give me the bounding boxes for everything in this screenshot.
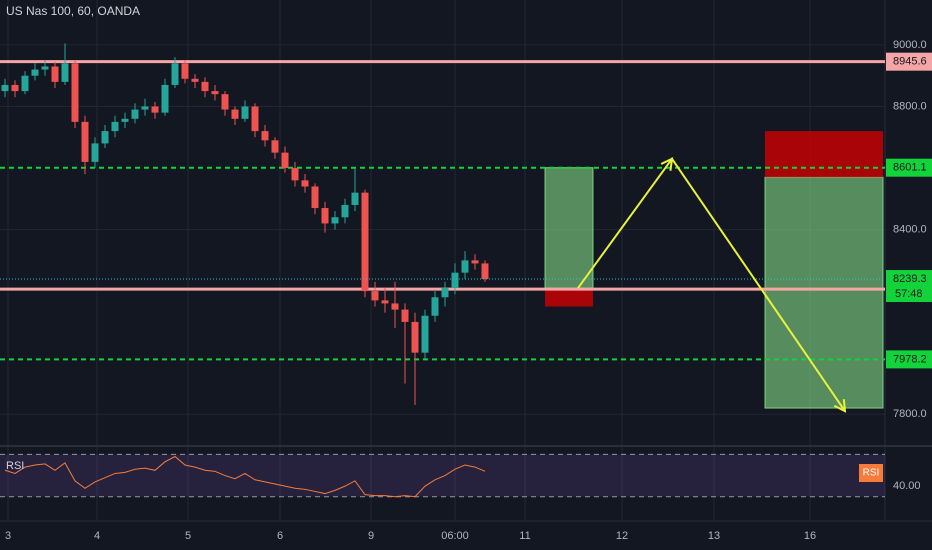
candle-body (221, 94, 229, 110)
candle-body (91, 143, 99, 162)
candle-body (241, 106, 249, 119)
candle-body (471, 260, 479, 264)
candle-body (71, 63, 79, 122)
candle-body (31, 69, 39, 76)
price-label: 8601.1 (893, 162, 927, 174)
stop-zone (545, 288, 593, 307)
last-price-label: 8239.3 (893, 273, 927, 285)
stop-zone (765, 131, 883, 178)
candle-body (441, 288, 449, 298)
x-tick-label: 11 (519, 530, 530, 542)
candle-body (11, 84, 19, 92)
candle-body (411, 321, 419, 353)
countdown: 57:48 (895, 288, 923, 300)
candle-body (451, 272, 459, 289)
price-label: 8945.6 (893, 56, 927, 68)
rsi-badge-bg (859, 464, 883, 482)
candle-body (361, 192, 369, 292)
candle-body (61, 63, 69, 82)
candle-body (231, 109, 239, 119)
candle-body (171, 63, 179, 85)
candle-body (421, 315, 429, 353)
candle-body (271, 140, 279, 153)
candle-body (1, 84, 9, 92)
x-tick-label: 3 (5, 530, 11, 542)
y-tick-label: 7800.0 (893, 408, 927, 420)
x-tick-label: 16 (804, 530, 816, 542)
candle-body (51, 66, 59, 82)
price-label-bg (886, 350, 932, 369)
candle-body (141, 106, 149, 110)
candle-body (481, 263, 489, 280)
x-tick-label: 12 (616, 530, 628, 542)
candle-body (111, 121, 119, 132)
arrow-head (833, 399, 847, 413)
candle-body (321, 208, 329, 224)
candle-body (281, 152, 289, 169)
x-tick-label: 6 (277, 530, 283, 542)
candle-body (151, 106, 159, 113)
rsi-title: RSI (6, 460, 24, 472)
candle-body (191, 78, 199, 82)
y-tick-label: 8800.0 (893, 100, 927, 112)
x-tick-label: 4 (94, 530, 100, 542)
candle-body (181, 63, 189, 79)
axes: 9000.0 8800.0 8400.0 7800.0 3 4 5 6 9 06:00 11 12 13… (5, 39, 932, 542)
rsi-line (4, 455, 486, 498)
x-tick-label: 13 (708, 530, 720, 542)
candle-body (301, 180, 309, 187)
candle-body (391, 303, 399, 310)
candle-body (381, 300, 389, 304)
candle-body (291, 168, 299, 181)
y-tick-label: 9000.0 (893, 39, 927, 51)
candle-body (161, 84, 169, 113)
x-tick-label: 9 (368, 530, 374, 542)
candle-body (41, 66, 49, 70)
candle-body (351, 192, 359, 205)
price-label: 7978.2 (893, 353, 927, 365)
candle-body (431, 297, 439, 316)
candle-body (201, 81, 209, 92)
rsi-badge: RSI (863, 468, 880, 479)
target-zone (544, 167, 594, 289)
candle-body (331, 217, 339, 224)
candle-body (401, 309, 409, 322)
chart-title: US Nas 100, 60, OANDA (6, 4, 140, 18)
candle-body (341, 204, 349, 218)
rsi-tick-label: 40.00 (893, 480, 921, 492)
last-price-bg (886, 270, 932, 303)
candle-body (21, 75, 29, 92)
x-tick-label: 5 (185, 530, 191, 542)
candle-body (251, 106, 259, 132)
rsi-pane (0, 447, 885, 520)
candle-body (131, 109, 139, 119)
price-label-bg (886, 52, 932, 71)
rsi-band (0, 454, 885, 497)
main-pane (0, 0, 885, 445)
candle-body (371, 291, 379, 301)
candle-body (121, 118, 129, 122)
x-tick-label: 06:00 (441, 530, 469, 542)
price-label-bg (886, 158, 932, 177)
candle-body (311, 186, 319, 209)
candle-body (261, 131, 269, 141)
candle-body (101, 131, 109, 144)
arrow-head (660, 157, 674, 171)
target-zone (764, 176, 884, 409)
candle-body (81, 121, 89, 162)
y-tick-label: 8400.0 (893, 223, 927, 235)
candle-body (461, 260, 469, 273)
candle-body (211, 91, 219, 95)
